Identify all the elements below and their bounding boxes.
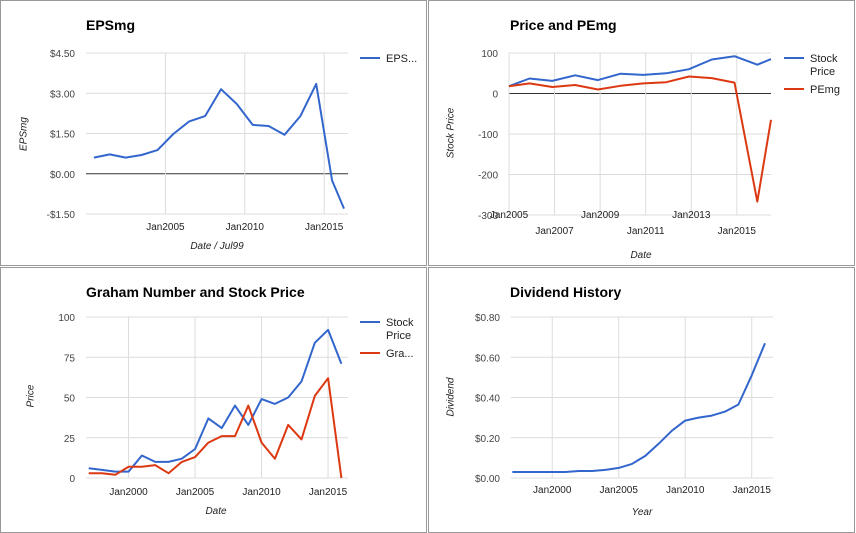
y-tick-label: 100	[58, 313, 75, 324]
chart-panel-price-pemg: -300 -200 -100 0 100 Jan2005 Jan2007 Jan2009 Jan…	[428, 0, 855, 266]
x-tick-label: Jan2005	[176, 487, 215, 498]
chart-panel-graham: 0 25 50 75 100 Jan2000 Jan2005 Jan2010 Jan2015 St…	[0, 267, 427, 533]
y-tick-label: $0.20	[475, 434, 500, 445]
legend-label-line: Stock	[386, 317, 414, 329]
x-tick-label: Jan2015	[309, 487, 348, 498]
chart-title: Price and PEmg	[510, 17, 617, 33]
chart-title: EPSmg	[86, 17, 136, 33]
x-tick-label: Jan2009	[581, 210, 620, 221]
y-tick-label: 50	[64, 394, 76, 405]
y-axis-label: Stock Price	[445, 107, 457, 159]
x-tick-label: Jan2005	[146, 222, 185, 233]
x-tick-label: Jan2007	[535, 226, 574, 237]
y-tick-label: -300	[478, 211, 498, 222]
graham-chart: 0 25 50 75 100 Jan2000 Jan2005 Jan2010 Jan2015 St…	[58, 313, 414, 498]
x-tick-label: Jan2005	[600, 485, 639, 496]
y-tick-label: 0	[69, 474, 75, 485]
x-tick-label: Jan2010	[226, 222, 265, 233]
y-tick-label: $4.50	[50, 49, 75, 60]
x-tick-label: Jan2015	[305, 222, 344, 233]
y-tick-label: -100	[478, 130, 498, 141]
y-axis-label: Dividend	[445, 377, 457, 417]
y-tick-label: 100	[481, 49, 498, 60]
y-axis-label: EPSmg	[18, 117, 30, 151]
legend-label-line: Stock	[810, 53, 838, 65]
x-tick-label: Jan2011	[627, 226, 665, 237]
y-tick-label: $0.00	[50, 170, 75, 181]
series-line	[512, 342, 766, 473]
y-tick-label: $1.50	[50, 130, 75, 141]
x-axis-label: Year	[631, 507, 653, 518]
legend-label: Stock Price	[810, 53, 838, 78]
x-axis-label: Date / Jul99	[190, 241, 244, 252]
legend-label: EPS...	[386, 53, 417, 65]
series-line	[93, 82, 345, 209]
x-tick-label: Jan2000	[109, 487, 148, 498]
x-axis-label: Date	[205, 506, 227, 517]
x-tick-label: Jan2000	[533, 485, 572, 496]
y-tick-label: $0.60	[475, 353, 500, 364]
x-tick-label: Jan2010	[242, 487, 281, 498]
y-axis-label: Price	[25, 384, 37, 408]
legend-label-line: Price	[810, 66, 835, 78]
y-tick-label: $0.00	[475, 474, 500, 485]
series-line	[508, 75, 772, 203]
series-line	[508, 55, 772, 88]
y-tick-label: $0.40	[475, 394, 500, 405]
x-tick-label: Jan2015	[733, 485, 772, 496]
y-tick-label: 25	[64, 434, 76, 445]
legend-label: Stock Price	[386, 317, 414, 342]
legend-label-line: Price	[386, 330, 411, 342]
x-axis-label: Date	[630, 250, 652, 261]
y-tick-label: $0.80	[475, 313, 500, 324]
chart-title: Graham Number and Stock Price	[86, 284, 305, 300]
y-tick-label: -200	[478, 171, 498, 182]
chart-panel-epsmg: -$1.50 $0.00 $1.50 $3.00 $4.50 Jan2005 Jan2010…	[0, 0, 427, 266]
series-line	[88, 377, 343, 479]
dividend-chart: $0.00 $0.20 $0.40 $0.60 $0.80 Jan2000 Jan2005 J…	[475, 313, 773, 496]
x-tick-label: Jan2010	[666, 485, 705, 496]
series-line	[88, 328, 343, 473]
legend-label: Gra...	[386, 348, 414, 360]
y-tick-label: 75	[64, 353, 76, 364]
legend-label: PEmg	[810, 84, 840, 96]
chart-panel-dividend: $0.00 $0.20 $0.40 $0.60 $0.80 Jan2000 Jan2005 J…	[428, 267, 855, 533]
x-tick-label: Jan2005	[490, 210, 529, 221]
x-tick-label: Jan2013	[672, 210, 711, 221]
y-tick-label: -$1.50	[47, 210, 76, 221]
price-pemg-chart: -300 -200 -100 0 100 Jan2005 Jan2007 Jan2009 Jan…	[478, 49, 840, 237]
epsmg-chart: -$1.50 $0.00 $1.50 $3.00 $4.50 Jan2005 Jan2010…	[47, 49, 418, 233]
x-tick-label: Jan2015	[718, 226, 757, 237]
y-tick-label: $3.00	[50, 89, 75, 100]
y-tick-label: 0	[492, 90, 498, 101]
chart-title: Dividend History	[510, 284, 622, 300]
